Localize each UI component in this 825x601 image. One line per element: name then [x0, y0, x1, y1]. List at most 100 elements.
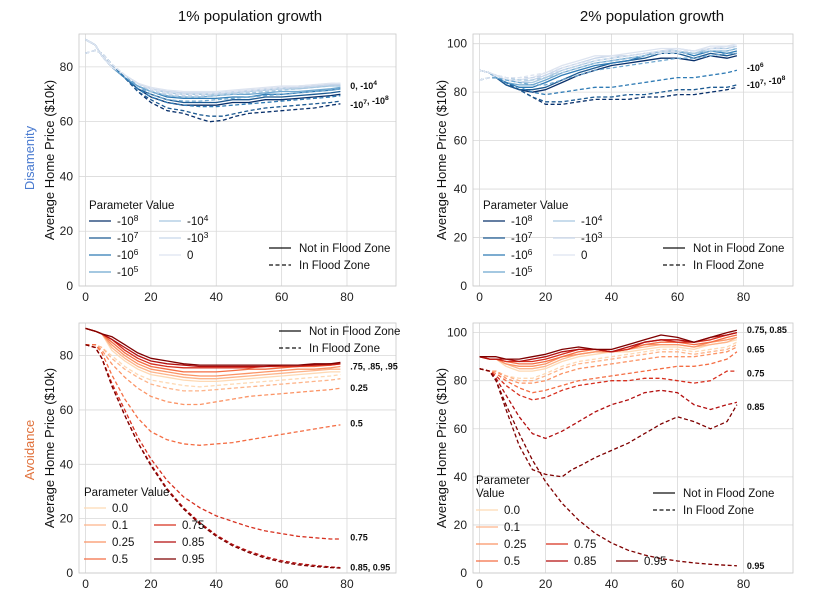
style-legend-item: In Flood Zone [309, 343, 380, 355]
series-line-not-0_25 [479, 336, 738, 367]
legend-item: 0.75 [182, 520, 204, 532]
series-line-in-0_5 [479, 351, 738, 394]
legend-item: 0.0 [504, 505, 520, 517]
series-line-in-_10_6 [85, 49, 341, 108]
series-line-in-_10_8 [479, 76, 738, 105]
x-tick-label: 80 [340, 577, 354, 591]
y-tick-label: 60 [454, 134, 468, 148]
y-tick-label: 40 [454, 470, 468, 484]
series-line-in-0_85 [479, 368, 738, 440]
legend-item: 0.0 [112, 503, 128, 515]
y-tick-label: 0 [460, 279, 467, 293]
y-tick-label: 20 [60, 224, 74, 238]
x-tick-label: 40 [210, 290, 224, 304]
y-axis-label: Average Home Price ($10k) [42, 80, 57, 240]
y-tick-label: 80 [454, 374, 468, 388]
legend-item: 0.1 [504, 522, 520, 534]
y-tick-label: 0 [66, 566, 73, 580]
legend-item: 0.5 [504, 556, 520, 568]
x-tick-label: 0 [476, 290, 483, 304]
data-label: 0.85 [747, 402, 765, 412]
legend-item: -103 [187, 230, 209, 245]
y-tick-label: 80 [60, 349, 74, 363]
series-line-not-0 [479, 43, 738, 81]
plot-frame [472, 33, 794, 287]
legend-item: -106 [117, 247, 139, 262]
y-tick-label: 20 [454, 231, 468, 245]
y-tick-label: 80 [454, 85, 468, 99]
series-group [479, 43, 738, 105]
x-tick-label: 0 [82, 290, 89, 304]
legend: Parameter Value-108 -107 -106 -105 -104 -103 0… [89, 200, 390, 279]
series-line-in-0_85 [85, 344, 341, 569]
series-line-in-0 [479, 45, 737, 81]
series-line-in-0 [85, 49, 341, 95]
data-label: -107, -108 [350, 95, 389, 110]
x-tick-label: 60 [275, 577, 289, 591]
legend-item: -104 [581, 213, 603, 228]
legend-item: 0 [187, 250, 193, 262]
col-title-left: 1% population growth [178, 8, 322, 25]
style-legend-item: Not in Flood Zone [693, 243, 784, 255]
series-group [479, 329, 738, 567]
series-line-in-_10_4 [85, 49, 341, 98]
series-line-not-0_95 [85, 327, 341, 366]
y-axis-label: Average Home Price ($10k) [42, 368, 57, 528]
x-tick-label: 60 [671, 577, 685, 591]
x-tick-label: 0 [82, 577, 89, 591]
series-line-not-0 [85, 38, 341, 93]
style-legend-item: In Flood Zone [683, 505, 754, 517]
series-line-not-0_1 [85, 327, 341, 380]
legend-item: 0.25 [504, 539, 526, 551]
x-tick-label: 80 [340, 290, 354, 304]
x-tick-label: 40 [605, 290, 619, 304]
series-line-in-0_1 [479, 344, 738, 382]
series-line-in-0_0 [85, 344, 341, 388]
series-line-in-0_95 [85, 344, 341, 569]
panel-top-right: 0 20 40 60 80 0 20 40 60 80 100 Average Home Price … [434, 33, 794, 304]
y-tick-label: 20 [454, 518, 468, 532]
legend-item: 0.95 [644, 556, 666, 568]
y-tick-label: 40 [60, 457, 74, 471]
series-line-in-0_95_decline [479, 368, 737, 567]
legend-item: -107 [117, 230, 139, 245]
x-tick-label: 0 [476, 577, 483, 591]
x-tick-label: 20 [539, 290, 553, 304]
panel-bottom-right: 0 20 40 60 80 0 20 40 60 80 100 Average Home Price … [434, 322, 794, 591]
legend-item: 0.75 [574, 539, 596, 551]
series-line-in-0_95 [479, 368, 738, 478]
legend-item: -108 [511, 213, 533, 228]
series-line-not-_10_6 [85, 38, 341, 100]
legend-item: -105 [117, 264, 139, 279]
data-label: 0.75 [350, 533, 368, 543]
x-tick-label: 80 [737, 577, 751, 591]
legend-title: Parameter Value [89, 200, 174, 212]
y-tick-label: 40 [454, 182, 468, 196]
legend-item: -108 [117, 213, 139, 228]
series-line-in-0_25 [479, 346, 738, 384]
plot-frame [472, 322, 794, 574]
y-tick-label: 80 [60, 60, 74, 74]
data-label: 0.25 [350, 383, 368, 393]
legend-item: 0 [581, 250, 587, 262]
legend-item: 0.95 [182, 554, 204, 566]
series-line-not-_10_3 [85, 38, 341, 94]
legend-title: Parameter Value [483, 200, 568, 212]
legend: Parameter Value-108 -107 -106 -105 -104 -103 0… [483, 200, 784, 279]
style-legend-item: Not in Flood Zone [309, 326, 400, 338]
y-tick-label: 20 [60, 512, 74, 526]
style-legend-item: In Flood Zone [299, 260, 370, 272]
x-tick-label: 60 [275, 290, 289, 304]
plot-frame [78, 33, 397, 287]
series-line-not-0_95 [479, 329, 738, 360]
data-label: 0.5 [350, 419, 363, 429]
legend: Parameter Value 0.0 0.1 0.25 0.5 0.75 0.85 0.95… [84, 326, 400, 566]
series-line-in-_10_7 [479, 76, 738, 103]
data-label: 0.75 [747, 368, 765, 378]
data-label: -107, -108 [747, 75, 786, 90]
series-line-not-0_75 [85, 327, 341, 369]
y-tick-label: 60 [60, 403, 74, 417]
y-tick-label: 60 [60, 115, 74, 129]
